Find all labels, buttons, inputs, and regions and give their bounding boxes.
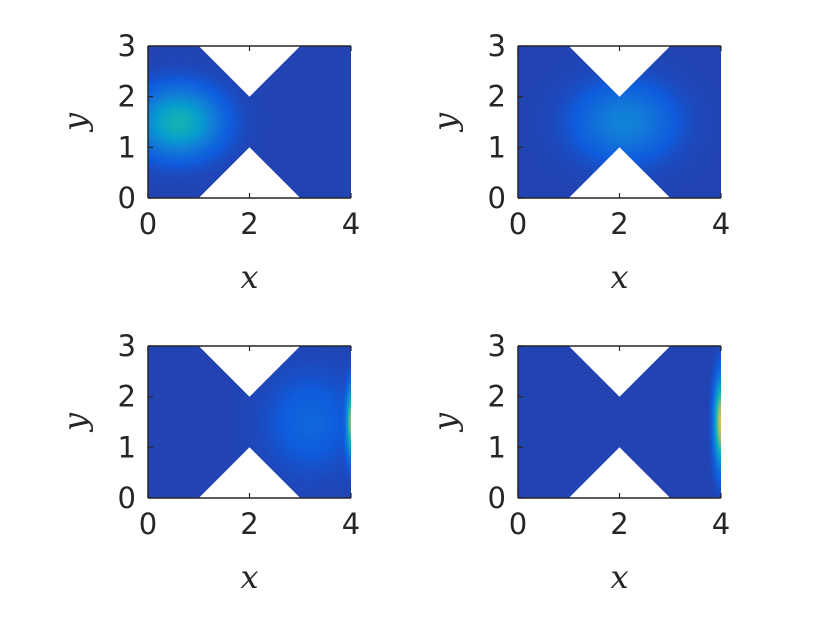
y-tick-label: 2 xyxy=(118,380,136,414)
y-tick-label: 0 xyxy=(118,181,136,215)
x-tick-label: 0 xyxy=(139,207,157,241)
x-tick-label: 2 xyxy=(240,507,258,541)
y-tick-label: 0 xyxy=(118,481,136,515)
y-tick-label: 0 xyxy=(488,181,506,215)
y-tick-label: 1 xyxy=(488,430,506,464)
x-tick-label: 0 xyxy=(509,207,527,241)
x-axis-label: x xyxy=(610,558,628,596)
domain-cutout-top xyxy=(198,346,301,397)
subplot-top-right: 0 2 4 0 1 2 3 x y xyxy=(426,29,730,296)
y-axis-label: y xyxy=(56,412,94,433)
y-axis-label: y xyxy=(56,112,94,133)
y-axis-label: y xyxy=(426,112,464,133)
x-axis-label: x xyxy=(240,258,258,296)
subplot-grid: 0 2 4 0 1 2 3 x y 0 2 4 0 1 2 3 x y 0 2 4 0 1 2 3 x y 0 2 4 0 1 2 3 x y xyxy=(56,29,730,596)
y-tick-label: 1 xyxy=(118,430,136,464)
y-tick-label: 3 xyxy=(118,29,136,63)
subplot-bottom-left: 0 2 4 0 1 2 3 x y xyxy=(56,329,360,596)
x-tick-label: 0 xyxy=(139,507,157,541)
x-tick-label: 4 xyxy=(712,507,730,541)
domain-cutout-top xyxy=(568,46,671,97)
x-tick-label: 2 xyxy=(240,207,258,241)
x-tick-label: 0 xyxy=(509,507,527,541)
domain-cutout-top xyxy=(198,46,301,97)
subplot-bottom-right: 0 2 4 0 1 2 3 x y xyxy=(426,329,730,596)
domain-cutout-bottom xyxy=(198,447,301,498)
x-axis-label: x xyxy=(610,258,628,296)
y-tick-label: 3 xyxy=(118,329,136,363)
y-tick-label: 2 xyxy=(118,80,136,114)
y-tick-label: 2 xyxy=(488,80,506,114)
y-tick-label: 1 xyxy=(118,130,136,164)
x-tick-label: 2 xyxy=(610,507,628,541)
x-axis-label: x xyxy=(240,558,258,596)
y-tick-label: 1 xyxy=(488,130,506,164)
subplot-top-left: 0 2 4 0 1 2 3 x y xyxy=(56,29,360,296)
x-tick-label: 4 xyxy=(342,507,360,541)
domain-cutout-bottom xyxy=(198,147,301,198)
x-tick-label: 4 xyxy=(712,207,730,241)
y-tick-label: 3 xyxy=(488,329,506,363)
x-tick-label: 2 xyxy=(610,207,628,241)
y-tick-label: 2 xyxy=(488,380,506,414)
y-tick-label: 3 xyxy=(488,29,506,63)
domain-cutout-bottom xyxy=(568,447,671,498)
domain-cutout-bottom xyxy=(568,147,671,198)
y-tick-label: 0 xyxy=(488,481,506,515)
domain-cutout-top xyxy=(568,346,671,397)
y-axis-label: y xyxy=(426,412,464,433)
x-tick-label: 4 xyxy=(342,207,360,241)
